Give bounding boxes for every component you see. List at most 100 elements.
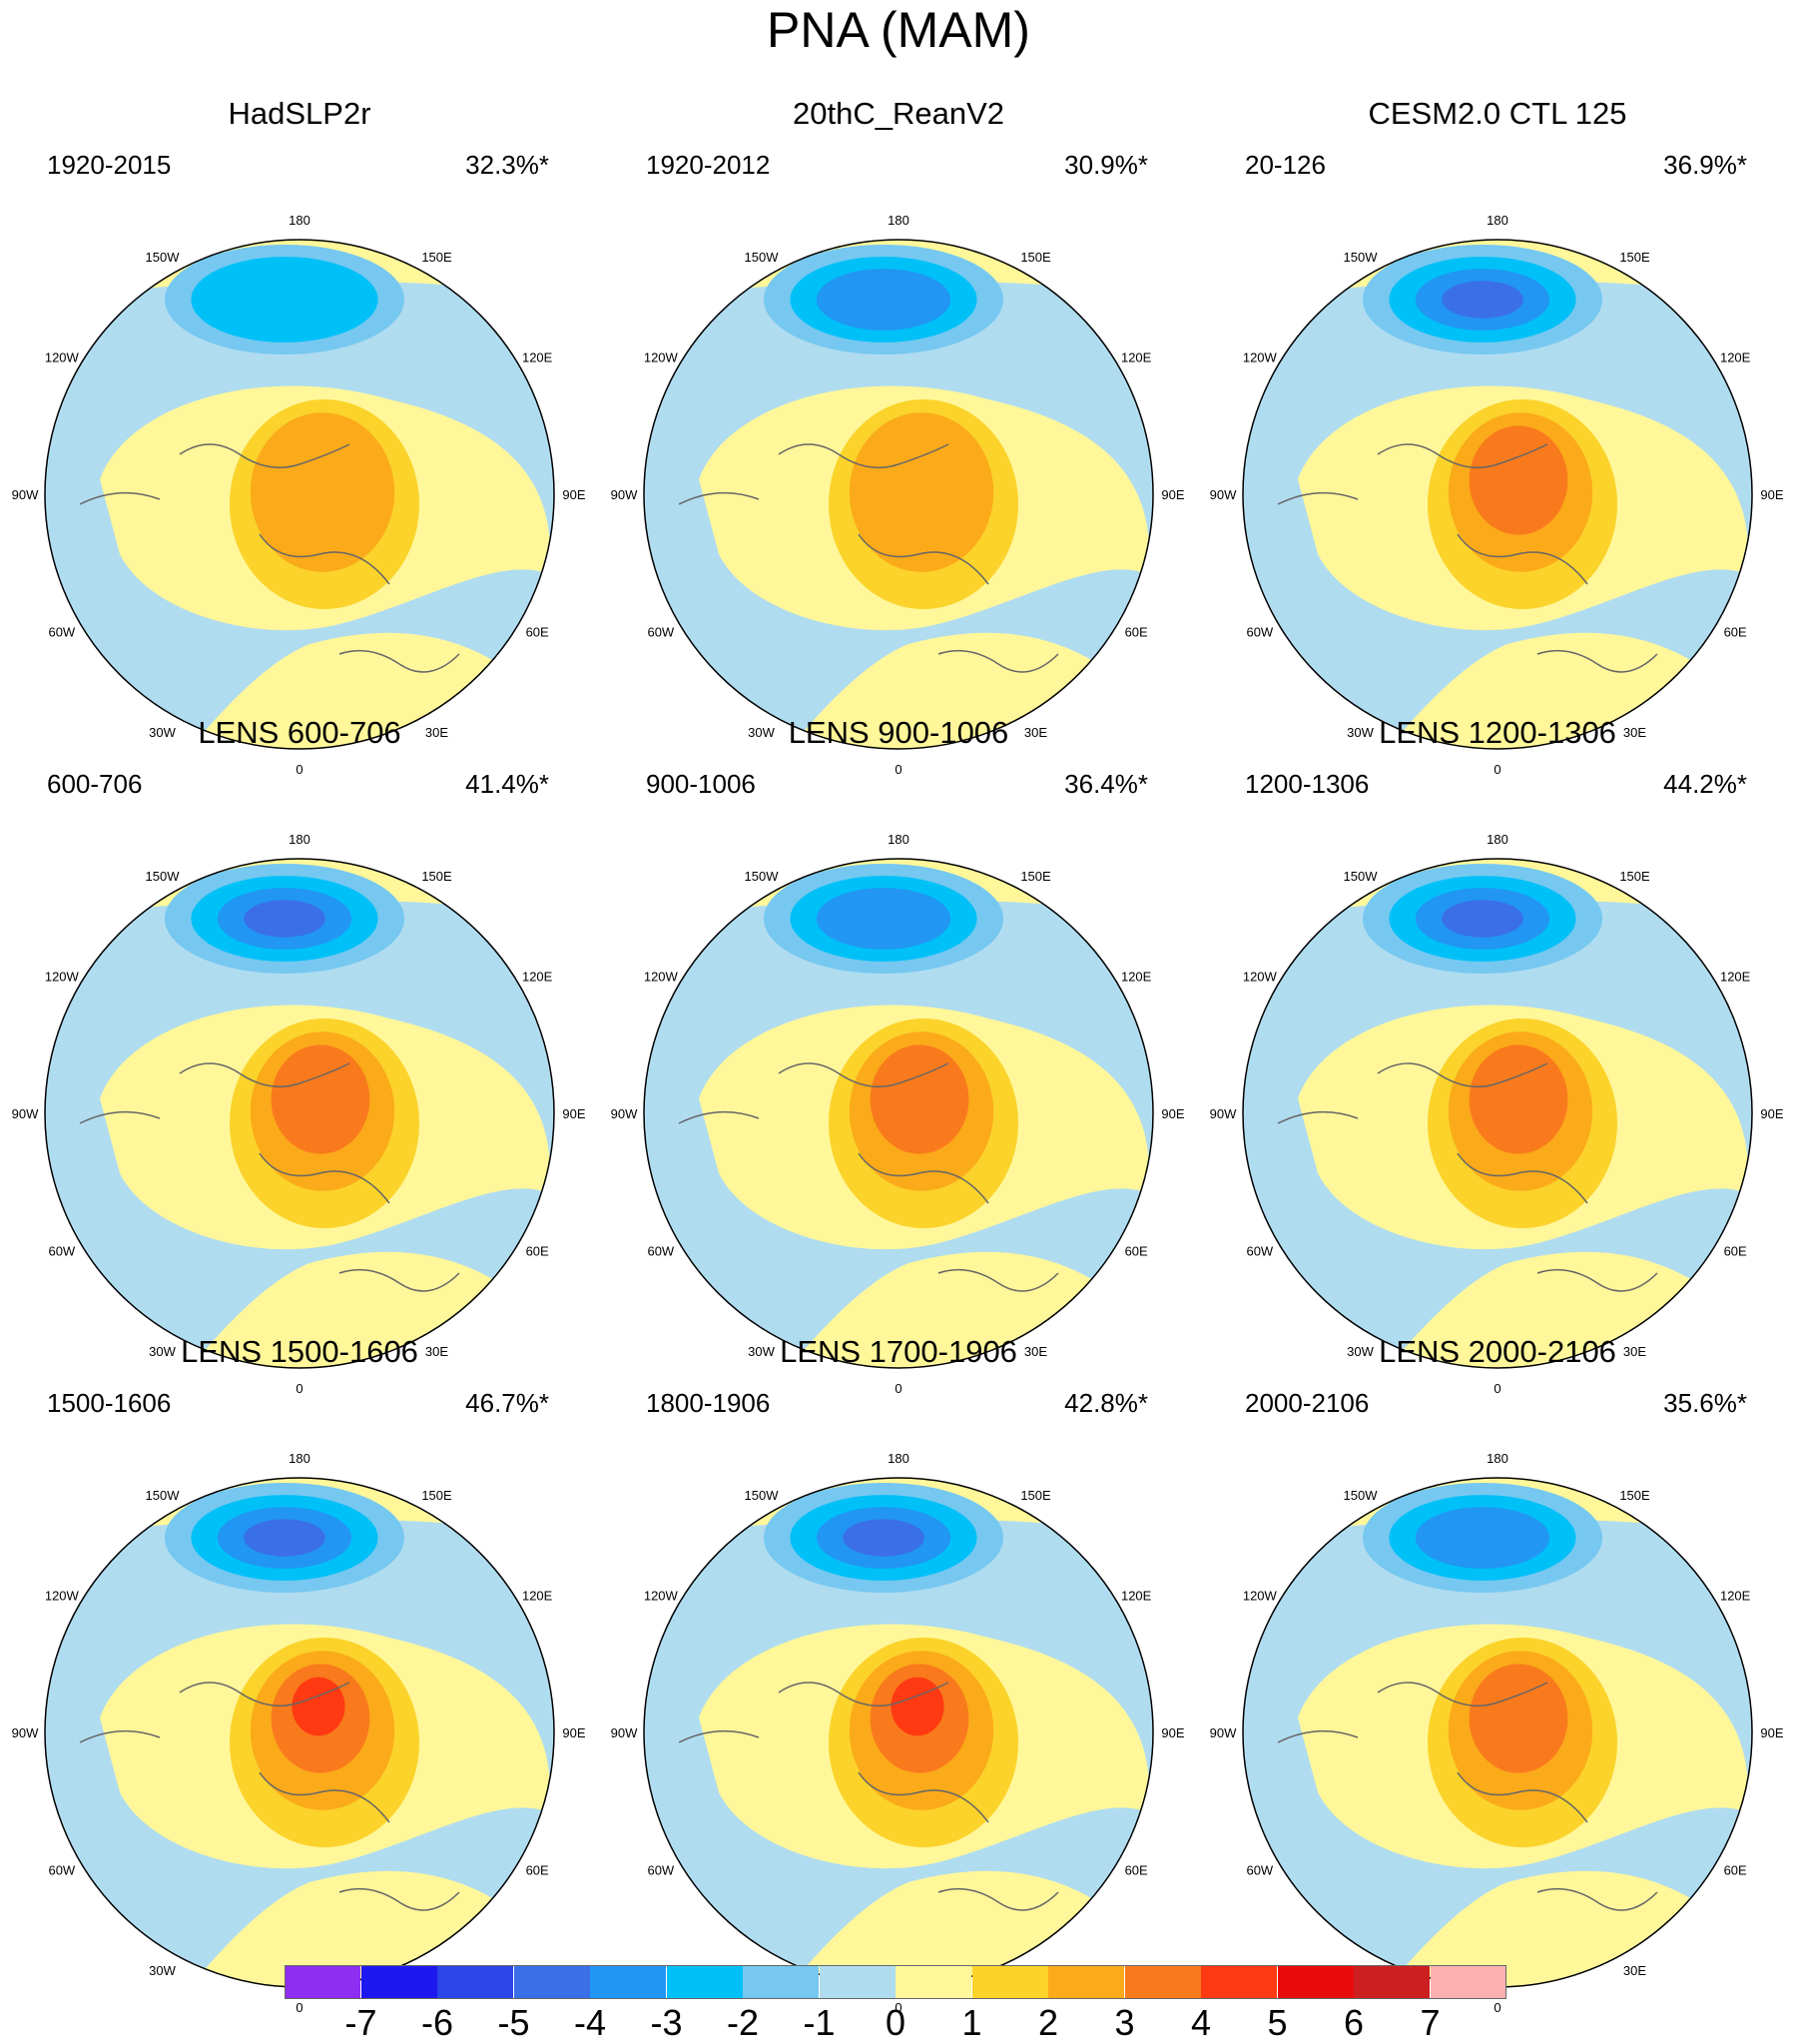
longitude-label: 150E (421, 869, 452, 884)
panel-period: 1920-2012 (646, 150, 771, 180)
longitude-label: 60W (48, 1863, 75, 1878)
longitude-label: 180 (888, 832, 909, 847)
longitude-label: 150E (1020, 1488, 1051, 1503)
positive-contour (1469, 1044, 1568, 1154)
coastlines (1277, 443, 1658, 673)
longitude-label: 30W (1347, 1963, 1374, 1978)
colorbar-swatch (590, 1965, 666, 1999)
panel-variance: 44.2%* (1663, 769, 1747, 799)
panel-title: HadSLP2r (228, 96, 371, 131)
longitude-label: 60E (1125, 625, 1148, 640)
negative-contour (191, 257, 378, 342)
longitude-label: 30W (149, 1963, 176, 1978)
map-panel: LENS 2000-2106 2000-2106 35.6%* 180 150E 120E… (1198, 1318, 1797, 2015)
longitude-label: 150E (421, 250, 452, 265)
longitude-label: 60W (48, 1244, 75, 1259)
negative-contour (816, 888, 951, 950)
colorbar-swatch (1124, 1965, 1201, 1999)
panel-variance: 41.4%* (465, 769, 549, 799)
longitude-label: 90W (1210, 1725, 1237, 1740)
longitude-label: 90E (1161, 1725, 1184, 1740)
longitude-label: 60E (1724, 1863, 1747, 1878)
longitude-label: 60E (1724, 625, 1747, 640)
longitude-label: 180 (1487, 832, 1508, 847)
longitude-label: 120W (45, 970, 80, 985)
longitude-label: 90W (12, 1725, 39, 1740)
longitude-label: 30W (149, 1344, 176, 1359)
colorbar-label: -1 (803, 2002, 836, 2043)
polar-map: 180 150E 120E 90E 60E 30E 0 30W 60W 90W 120W 150W (611, 213, 1185, 777)
map-panel: HadSLP2r 1920-2015 32.3%* 180 150E 120E 90E 60E… (0, 80, 599, 777)
longitude-label: 90E (1161, 1106, 1184, 1121)
longitude-label: 60E (526, 625, 549, 640)
longitude-label: 90E (562, 487, 585, 502)
longitude-label: 0 (1494, 762, 1500, 777)
panel-variance: 36.4%* (1064, 769, 1148, 799)
longitude-label: 180 (289, 832, 310, 847)
polar-map: 180 150E 120E 90E 60E 30E 0 30W 60W 90W 120W 150W (611, 1451, 1185, 2015)
polar-map: 180 150E 120E 90E 60E 30E 0 30W 60W 90W 120W 150W (12, 832, 586, 1396)
panel-variance: 42.8%* (1064, 1388, 1148, 1418)
longitude-label: 120E (522, 970, 553, 985)
longitude-label: 30W (1347, 1344, 1374, 1359)
longitude-label: 30E (425, 1963, 448, 1978)
positive-contour (292, 1677, 345, 1736)
map-border (44, 239, 555, 750)
panel-variance: 35.6%* (1663, 1388, 1747, 1418)
map-panel: LENS 1200-1306 1200-1306 44.2%* 180 150E 120E… (1198, 699, 1797, 1396)
negative-contour (1442, 281, 1523, 319)
longitude-label: 60E (526, 1244, 549, 1259)
panel-title: LENS 1700-1906 (780, 1334, 1017, 1369)
colorbar-label: 4 (1190, 2002, 1212, 2043)
longitude-label: 120W (45, 350, 80, 365)
longitude-label: 0 (1494, 1381, 1500, 1396)
longitude-label: 60E (1125, 1863, 1148, 1878)
panel-title: LENS 900-1006 (788, 715, 1009, 750)
longitude-label: 150W (146, 1488, 181, 1503)
figure-title: PNA (MAM) (767, 2, 1030, 58)
longitude-label: 90W (12, 487, 39, 502)
map-panel: LENS 600-706 600-706 41.4%* 180 150E 120E 90E 6… (0, 699, 599, 1396)
longitude-label: 90W (12, 1106, 39, 1121)
longitude-label: 120E (1121, 1589, 1152, 1604)
panel-period: 1500-1606 (47, 1388, 172, 1418)
longitude-label: 90E (1760, 1725, 1783, 1740)
longitude-label: 60E (526, 1863, 549, 1878)
negative-contour (1442, 900, 1523, 938)
longitude-label: 60E (1125, 1244, 1148, 1259)
positive-contour (891, 1677, 944, 1736)
longitude-label: 30E (1024, 1963, 1047, 1978)
panel-period: 600-706 (47, 769, 143, 799)
longitude-label: 90W (611, 487, 638, 502)
panel-period: 2000-2106 (1245, 1388, 1370, 1418)
map-border (643, 858, 1154, 1369)
panel-title: LENS 2000-2106 (1379, 1334, 1616, 1369)
panel-title: 20thC_ReanV2 (793, 96, 1004, 131)
polar-map: 180 150E 120E 90E 60E 30E 0 30W 60W 90W 120W 150W (12, 213, 586, 777)
longitude-label: 30E (1024, 1344, 1047, 1359)
longitude-label: 150W (1344, 250, 1379, 265)
longitude-label: 120E (522, 1589, 553, 1604)
longitude-label: 150E (1020, 250, 1051, 265)
map-panel: 20thC_ReanV2 1920-2012 30.9%* 180 150E 120E 90… (599, 80, 1198, 777)
longitude-label: 150E (421, 1488, 452, 1503)
colorbar-label: 1 (961, 2002, 982, 2043)
negative-contour (244, 1519, 325, 1557)
longitude-label: 120W (45, 1589, 80, 1604)
longitude-label: 60W (647, 1863, 674, 1878)
longitude-label: 60W (1246, 1863, 1273, 1878)
longitude-label: 150W (745, 869, 780, 884)
polar-map: 180 150E 120E 90E 60E 30E 0 30W 60W 90W 120W 150W (611, 832, 1185, 1396)
colorbar-label: -3 (650, 2002, 683, 2043)
negative-contour (244, 900, 325, 938)
longitude-label: 0 (895, 2000, 901, 2015)
longitude-label: 120E (522, 350, 553, 365)
map-panel: CESM2.0 CTL 125 20-126 36.9%* 180 150E 120E 90… (1198, 80, 1797, 777)
coastlines (678, 443, 1059, 673)
longitude-label: 90W (1210, 487, 1237, 502)
colorbar-swatch (666, 1965, 743, 1999)
longitude-label: 30W (149, 725, 176, 740)
longitude-label: 30W (748, 1344, 775, 1359)
map-panel: LENS 1700-1906 1800-1906 42.8%* 180 150E 120E… (599, 1318, 1198, 2015)
colorbar-swatch (437, 1965, 513, 1999)
